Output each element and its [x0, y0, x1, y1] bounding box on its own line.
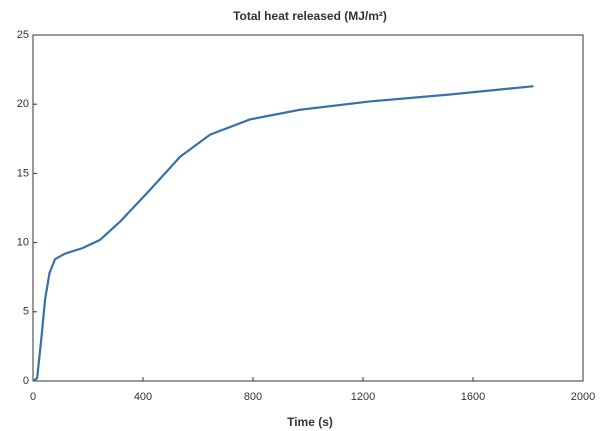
- y-tick-label: 5: [23, 306, 29, 318]
- x-axis-label: Time (s): [287, 415, 333, 429]
- plot-frame: [32, 34, 584, 382]
- y-tick-label: 25: [17, 29, 29, 41]
- chart-title: Total heat released (MJ/m²): [233, 9, 387, 23]
- data-line: [32, 85, 534, 382]
- x-tick-label: 400: [134, 391, 152, 403]
- y-tick-label: 0: [23, 375, 29, 387]
- x-tick-label: 800: [244, 391, 262, 403]
- y-tick-label: 20: [17, 98, 29, 110]
- x-tick-label: 1600: [461, 391, 485, 403]
- y-tick-label: 10: [17, 237, 29, 249]
- x-tick-label: 1200: [351, 391, 375, 403]
- x-tick-label: 2000: [571, 391, 595, 403]
- x-tick-label: 0: [30, 391, 36, 403]
- y-tick-label: 15: [17, 167, 29, 179]
